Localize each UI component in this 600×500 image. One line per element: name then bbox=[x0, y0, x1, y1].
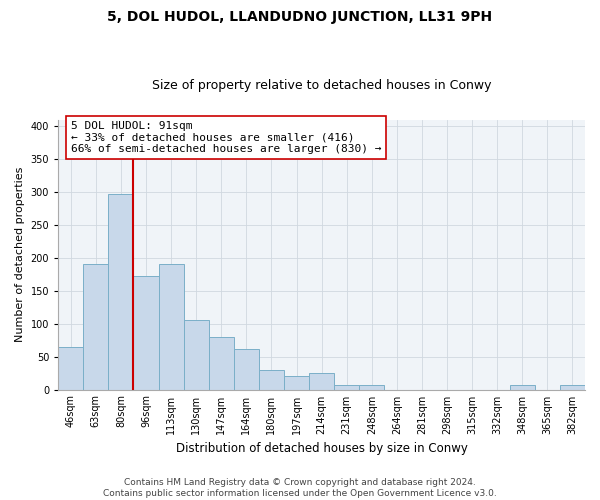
Y-axis label: Number of detached properties: Number of detached properties bbox=[15, 167, 25, 342]
Bar bbox=[334, 385, 359, 390]
Bar bbox=[259, 370, 284, 390]
Bar bbox=[284, 376, 309, 390]
Bar bbox=[560, 385, 585, 390]
Title: Size of property relative to detached houses in Conwy: Size of property relative to detached ho… bbox=[152, 79, 491, 92]
Text: Contains HM Land Registry data © Crown copyright and database right 2024.
Contai: Contains HM Land Registry data © Crown c… bbox=[103, 478, 497, 498]
Bar bbox=[133, 276, 158, 390]
Bar bbox=[234, 348, 259, 390]
Bar bbox=[109, 194, 133, 390]
Bar bbox=[510, 385, 535, 390]
Bar bbox=[359, 385, 385, 390]
Bar bbox=[158, 264, 184, 390]
X-axis label: Distribution of detached houses by size in Conwy: Distribution of detached houses by size … bbox=[176, 442, 467, 455]
Bar bbox=[184, 320, 209, 390]
Bar bbox=[83, 264, 109, 390]
Bar bbox=[309, 373, 334, 390]
Text: 5 DOL HUDOL: 91sqm
← 33% of detached houses are smaller (416)
66% of semi-detach: 5 DOL HUDOL: 91sqm ← 33% of detached hou… bbox=[71, 121, 381, 154]
Text: 5, DOL HUDOL, LLANDUDNO JUNCTION, LL31 9PH: 5, DOL HUDOL, LLANDUDNO JUNCTION, LL31 9… bbox=[107, 10, 493, 24]
Bar bbox=[58, 347, 83, 390]
Bar bbox=[209, 337, 234, 390]
